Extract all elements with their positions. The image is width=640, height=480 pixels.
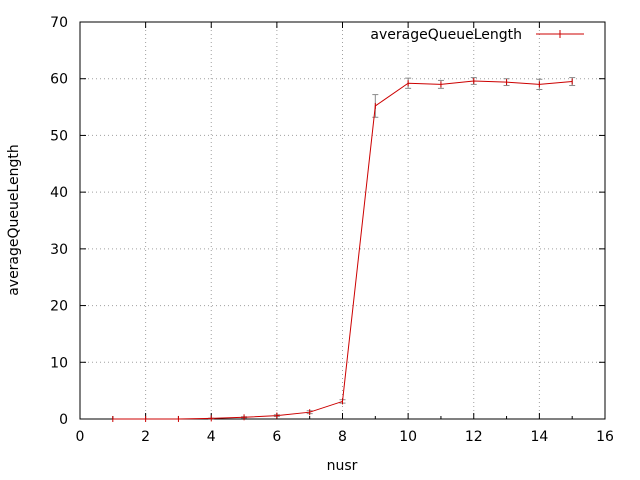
x-tick-label: 8 bbox=[338, 429, 347, 445]
y-tick-label: 10 bbox=[50, 355, 68, 371]
y-tick-label: 70 bbox=[50, 15, 68, 31]
x-tick-label: 16 bbox=[596, 429, 614, 445]
grid-layer bbox=[80, 22, 605, 419]
legend: averageQueueLength bbox=[370, 27, 584, 43]
x-tick-label: 2 bbox=[141, 429, 150, 445]
y-tick-label: 40 bbox=[50, 185, 68, 201]
y-tick-label: 0 bbox=[59, 412, 68, 428]
x-axis-label: nusr bbox=[327, 458, 358, 474]
series-line bbox=[112, 80, 573, 420]
x-tick-label: 0 bbox=[76, 429, 85, 445]
y-tick-labels: 0 10 20 30 40 50 60 70 bbox=[50, 15, 68, 428]
x-tick-label: 10 bbox=[399, 429, 417, 445]
y-tick-label: 20 bbox=[50, 299, 68, 315]
x-tick-labels: 0 2 4 6 8 10 12 14 16 bbox=[76, 429, 614, 445]
x-tick-label: 14 bbox=[530, 429, 548, 445]
x-tick-label: 4 bbox=[207, 429, 216, 445]
series-layer bbox=[112, 77, 573, 422]
x-tick-label: 12 bbox=[465, 429, 483, 445]
tick-layer bbox=[79, 21, 606, 420]
y-tick-label: 30 bbox=[50, 242, 68, 258]
x-tick-label: 6 bbox=[272, 429, 281, 445]
y-axis-label: averageQueueLength bbox=[6, 144, 22, 296]
error-bars bbox=[208, 77, 576, 420]
plot-frame bbox=[79, 21, 606, 420]
y-tick-label: 50 bbox=[50, 128, 68, 144]
y-tick-label: 60 bbox=[50, 72, 68, 88]
legend-label: averageQueueLength bbox=[370, 27, 522, 43]
